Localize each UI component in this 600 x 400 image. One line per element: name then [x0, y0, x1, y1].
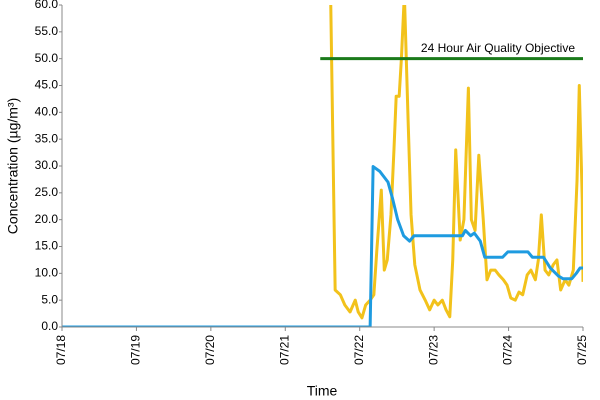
x-tick-label: 07/24: [501, 335, 515, 365]
y-tick-label: 55.0: [35, 24, 59, 38]
y-tick-label: 20.0: [35, 212, 59, 226]
y-tick-label: 50.0: [35, 51, 59, 65]
y-tick-label: 25.0: [35, 185, 59, 199]
x-tick-label: 07/25: [575, 335, 589, 365]
y-tick-label: 40.0: [35, 105, 59, 119]
legend-label: 24 Hour Air Quality Objective: [421, 41, 575, 55]
y-axis-label: Concentration (µg/m³): [5, 98, 21, 234]
y-tick-label: 5.0: [41, 292, 58, 306]
x-tick-label: 07/23: [426, 335, 440, 365]
y-tick-label: 45.0: [35, 78, 59, 92]
x-tick-label: 07/21: [277, 335, 291, 365]
y-tick-label: 30.0: [35, 158, 59, 172]
x-tick-label: 07/20: [203, 335, 217, 365]
plot-area: [62, 5, 583, 327]
y-tick-label: 35.0: [35, 131, 59, 145]
y-tick-label: 0.0: [41, 319, 58, 333]
x-tick-label: 07/19: [129, 335, 143, 365]
x-tick-label: 07/22: [352, 335, 366, 365]
y-tick-label: 10.0: [35, 266, 59, 280]
series-line: [62, 165, 583, 327]
x-tick-label: 07/18: [54, 335, 68, 365]
x-axis-label: Time: [307, 383, 338, 399]
y-tick-label: 15.0: [35, 239, 59, 253]
y-tick-label: 60.0: [35, 0, 59, 11]
